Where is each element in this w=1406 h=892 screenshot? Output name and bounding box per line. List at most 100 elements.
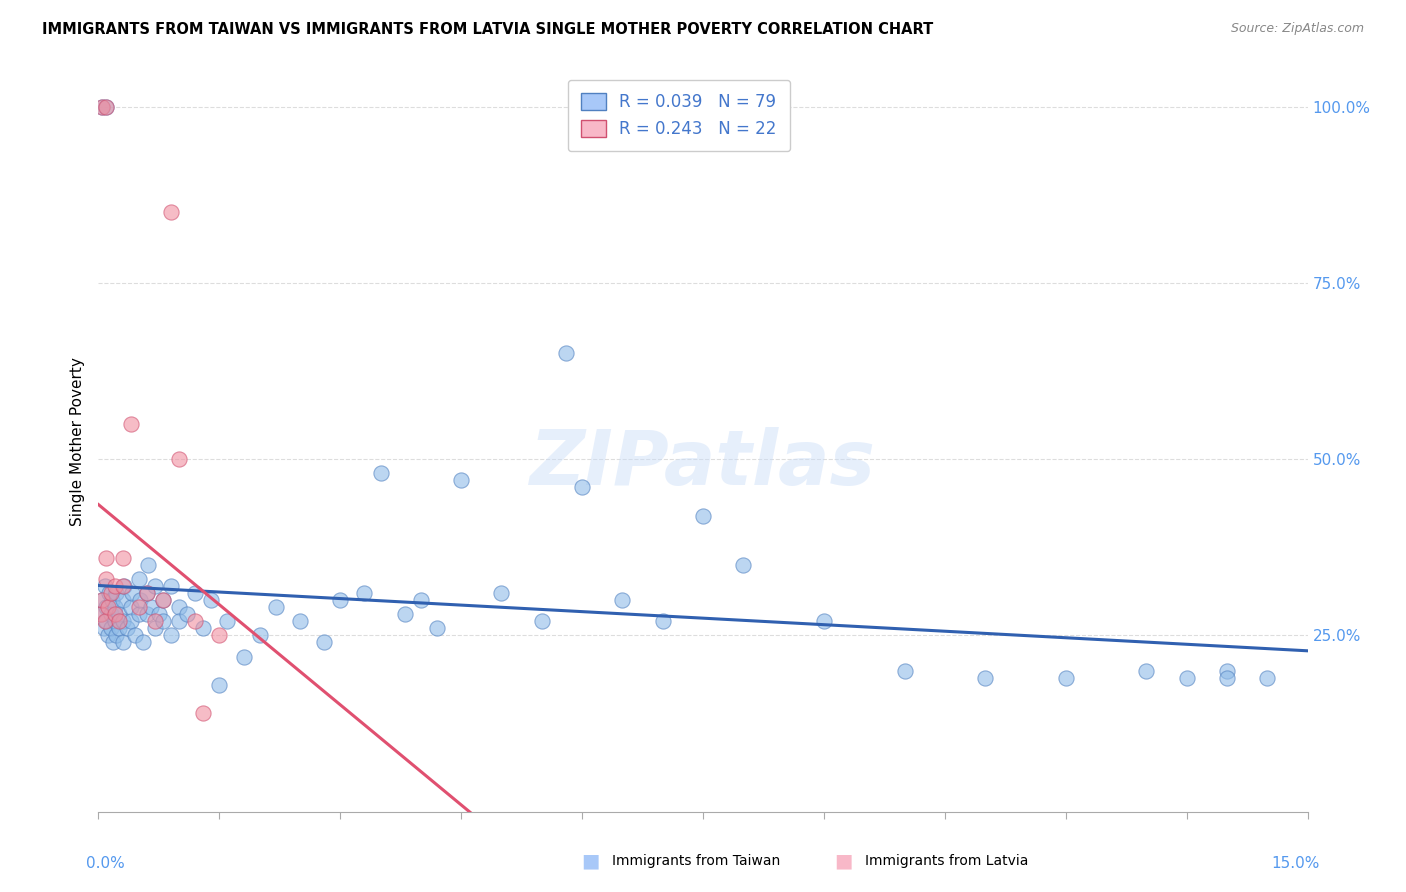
Point (200, 593, 222, 607)
Point (103, 615, 125, 629)
Point (160, 628, 183, 642)
Legend: R = 0.039   N = 79, R = 0.243   N = 22: R = 0.039 N = 79, R = 0.243 N = 22 (568, 79, 790, 151)
Text: ■: ■ (834, 851, 853, 871)
Text: ■: ■ (581, 851, 600, 871)
Point (112, 579, 135, 593)
Point (571, 480, 593, 494)
Point (111, 615, 134, 629)
Point (264, 600, 287, 615)
Point (426, 621, 449, 635)
Point (94, 579, 117, 593)
Text: Immigrants from Latvia: Immigrants from Latvia (865, 854, 1028, 868)
Text: 15.0%: 15.0% (1271, 856, 1320, 871)
Point (530, 615, 553, 629)
Point (160, 205, 183, 219)
Point (96, 615, 118, 629)
Y-axis label: Single Mother Poverty: Single Mother Poverty (69, 357, 84, 526)
Point (135, 586, 157, 600)
Point (143, 615, 166, 629)
Point (176, 607, 198, 622)
Point (120, 417, 142, 431)
Point (208, 678, 231, 692)
Point (120, 615, 142, 629)
Point (105, 586, 128, 600)
Point (107, 615, 129, 629)
Point (193, 706, 215, 720)
Point (94, 615, 117, 629)
Point (107, 607, 129, 622)
Point (128, 607, 150, 622)
Point (193, 621, 215, 635)
Point (129, 593, 152, 607)
Point (232, 649, 254, 664)
Point (91, 100, 114, 114)
Point (103, 607, 125, 622)
Point (96, 600, 118, 615)
Point (105, 628, 128, 642)
Point (139, 600, 162, 615)
Point (103, 600, 125, 615)
Point (1135, 664, 1157, 678)
Point (491, 586, 513, 600)
Point (167, 600, 190, 615)
Point (124, 628, 146, 642)
Point (97, 600, 120, 615)
Point (96, 100, 118, 114)
Point (111, 635, 134, 649)
Point (143, 579, 166, 593)
Point (107, 621, 129, 635)
Point (329, 593, 352, 607)
Point (96, 550, 118, 565)
Point (184, 586, 207, 600)
Point (450, 473, 472, 487)
Point (138, 558, 160, 572)
Point (651, 615, 673, 629)
Point (409, 593, 432, 607)
Point (152, 593, 174, 607)
Point (1216, 664, 1239, 678)
Text: 0.0%: 0.0% (86, 856, 125, 871)
Point (101, 593, 124, 607)
Point (1054, 671, 1077, 685)
Point (249, 628, 271, 642)
Point (111, 550, 134, 565)
Point (1216, 671, 1239, 685)
Point (91, 100, 114, 114)
Point (135, 586, 157, 600)
Point (813, 615, 835, 629)
Point (217, 615, 239, 629)
Point (90, 607, 112, 622)
Point (288, 615, 311, 629)
Point (121, 586, 143, 600)
Point (974, 671, 997, 685)
Point (314, 635, 336, 649)
Point (100, 586, 122, 600)
Point (184, 615, 207, 629)
Point (893, 664, 915, 678)
Point (353, 586, 375, 600)
Point (128, 572, 150, 586)
Point (101, 635, 124, 649)
Text: IMMIGRANTS FROM TAIWAN VS IMMIGRANTS FROM LATVIA SINGLE MOTHER POVERTY CORRELATI: IMMIGRANTS FROM TAIWAN VS IMMIGRANTS FRO… (42, 22, 934, 37)
Point (97, 628, 120, 642)
Point (97, 586, 120, 600)
Point (93, 621, 115, 635)
Point (103, 579, 125, 593)
Point (91, 593, 114, 607)
Text: Immigrants from Taiwan: Immigrants from Taiwan (612, 854, 780, 868)
Point (612, 593, 634, 607)
Point (208, 628, 231, 642)
Point (1175, 671, 1198, 685)
Point (91, 593, 114, 607)
Point (115, 621, 138, 635)
Point (96, 100, 118, 114)
Point (100, 607, 122, 622)
Point (733, 558, 755, 572)
Point (167, 615, 190, 629)
Text: ZIPatlas: ZIPatlas (530, 426, 876, 500)
Point (120, 600, 142, 615)
Point (370, 467, 392, 481)
Point (111, 593, 134, 607)
Point (96, 572, 118, 586)
Point (394, 607, 416, 622)
